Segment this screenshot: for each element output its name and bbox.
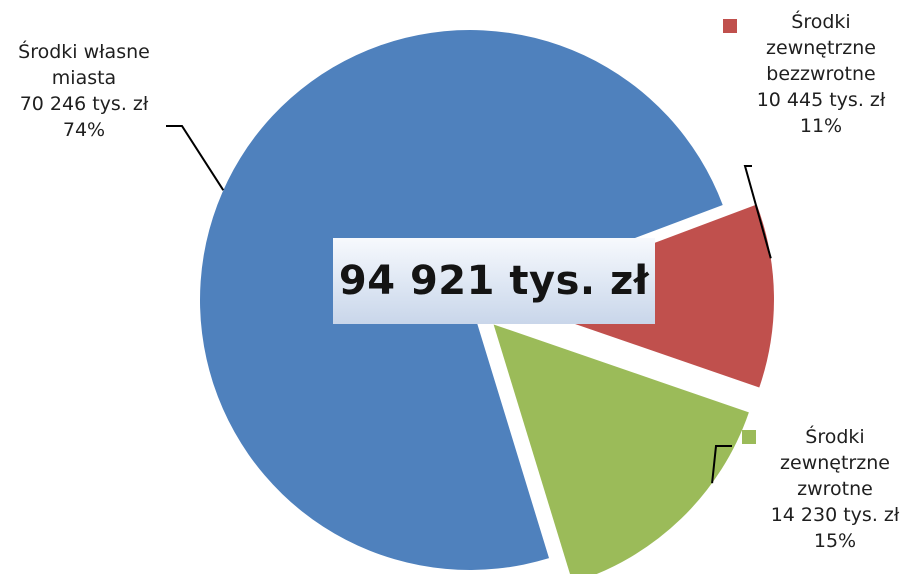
label-value: 70 246 tys. zł [19, 93, 149, 115]
label-name-line-1: Środki [805, 426, 865, 448]
data-label-wlasne: Środki własne miasta 70 246 tys. zł 74% [4, 39, 164, 143]
label-percent: 15% [813, 530, 857, 552]
label-name-line-2: zewnętrzne [780, 452, 890, 474]
label-percent: 11% [799, 115, 843, 137]
pie-slice-zewnetrzne-zwrotne [493, 324, 749, 574]
total-label: 94 921 tys. zł [338, 258, 650, 304]
label-name-line-1: Środki [791, 11, 851, 33]
label-value: 10 445 tys. zł [756, 89, 886, 111]
leader-line-wlasne [166, 125, 225, 191]
legend-marker-bezzwrotne [723, 19, 737, 33]
label-value: 14 230 tys. zł [770, 504, 900, 526]
leader-line-zwrotne [711, 445, 732, 484]
leader-line-bezzwrotne [743, 165, 772, 259]
label-name-line-2: zewnętrzne [766, 37, 876, 59]
label-name-line-2: miasta [51, 67, 117, 89]
data-label-zwrotne: Środki zewnętrzne zwrotne 14 230 tys. zł… [760, 424, 910, 554]
label-percent: 74% [62, 119, 106, 141]
label-name-line-3: bezzwrotne [766, 63, 876, 85]
legend-marker-zwrotne [742, 430, 756, 444]
label-name-line-3: zwrotne [797, 478, 873, 500]
label-name-line-1: Środki własne [18, 41, 150, 63]
data-label-bezzwrotne: Środki zewnętrzne bezzwrotne 10 445 tys.… [740, 9, 902, 139]
total-label-box: 94 921 tys. zł [333, 238, 655, 324]
